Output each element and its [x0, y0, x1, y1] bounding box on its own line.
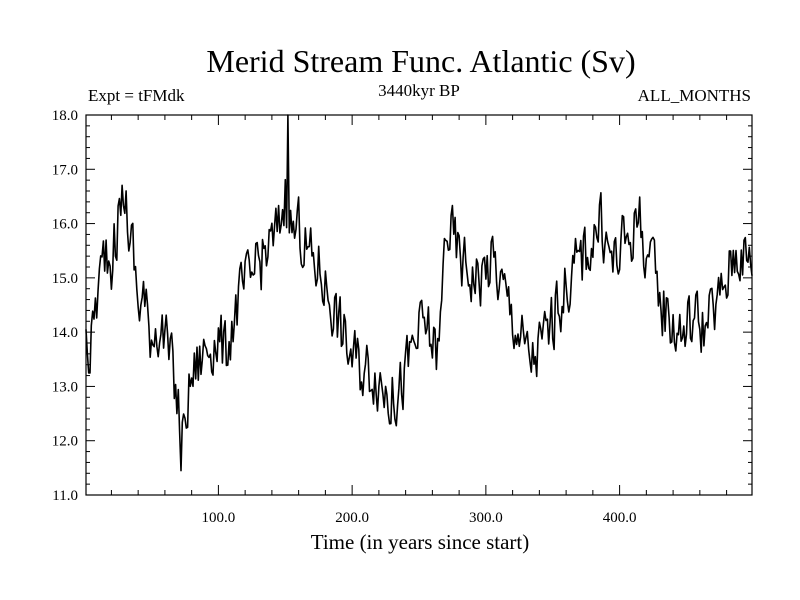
series-line-atlantic-overturning [85, 114, 753, 472]
x-axis-label: Time (in years since start) [311, 530, 530, 554]
tick-labels: 11.0 12.0 13.0 14.0 15.0 16.0 17.0 18.0 100.0 200… [52, 108, 637, 526]
y-tick-label: 17.0 [52, 162, 78, 178]
y-tick-label: 11.0 [52, 488, 78, 504]
period-label: 3440kyr BP [378, 81, 460, 100]
y-tick-label: 18.0 [52, 108, 78, 124]
plot-frame [85, 114, 753, 496]
x-tick-label: 400.0 [603, 510, 637, 526]
months-label: ALL_MONTHS [638, 86, 751, 105]
y-tick-label: 13.0 [52, 379, 78, 395]
x-tick-label: 100.0 [202, 510, 236, 526]
y-tick-label: 16.0 [52, 217, 78, 233]
x-tick-label: 200.0 [335, 510, 369, 526]
chart-title: Merid Stream Func. Atlantic (Sv) [206, 43, 635, 79]
x-tick-label: 300.0 [469, 510, 503, 526]
y-tick-label: 15.0 [52, 271, 78, 287]
experiment-label: Expt = tFMdk [88, 86, 185, 105]
y-tick-label: 12.0 [52, 434, 78, 450]
y-tick-label: 14.0 [52, 325, 78, 341]
